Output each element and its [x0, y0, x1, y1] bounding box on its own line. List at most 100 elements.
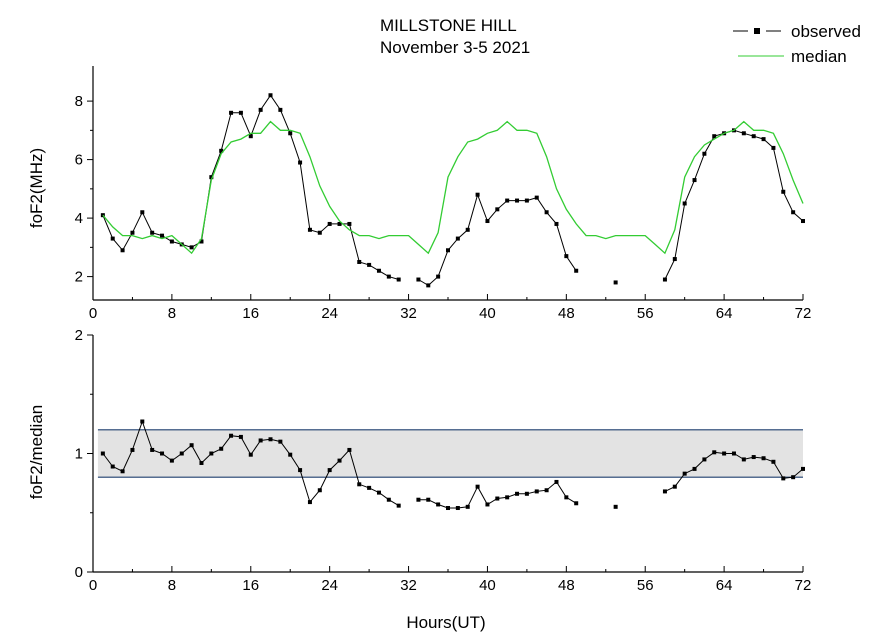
top-observed-point [199, 239, 204, 244]
top-observed-point [386, 274, 391, 279]
bottom-ratio-point [189, 443, 194, 448]
bottom-ratio-point [307, 500, 312, 505]
bottom-ratio-point [140, 419, 145, 424]
bottom-ratio-point [416, 497, 421, 502]
bottom-ratio-point [771, 459, 776, 464]
top-observed-point [465, 227, 470, 232]
top-observed-point [475, 192, 480, 197]
top-observed-point [160, 233, 165, 238]
top-observed-point [169, 239, 174, 244]
bottom-ratio-point [248, 452, 253, 457]
bottom-ratio-point [386, 497, 391, 502]
bottom-ratio-point [475, 484, 480, 489]
x-axis-title: Hours(UT) [406, 613, 485, 632]
top-observed-point [564, 254, 569, 259]
bottom-ratio-point [455, 506, 460, 511]
top-observed-point [327, 221, 332, 226]
bottom-ratio-point [347, 447, 352, 452]
bottom-ratio-point [219, 446, 224, 451]
top-x-tick-label: 72 [795, 305, 812, 322]
top-observed-point [574, 268, 579, 273]
top-median-line [102, 120, 804, 255]
top-observed-point [130, 230, 135, 235]
top-observed-point [426, 283, 431, 288]
top-observed-point [278, 107, 283, 112]
top-observed-point [317, 230, 322, 235]
top-x-tick-label: 8 [168, 305, 176, 322]
top-x-tick-label: 16 [242, 305, 259, 322]
top-y-axis-title: foF2(MHz) [27, 148, 46, 228]
top-x-tick-label: 64 [716, 305, 733, 322]
top-observed-point [238, 110, 243, 115]
bottom-ratio-point [130, 447, 135, 452]
bottom-ratio-point [781, 476, 786, 481]
top-observed-point [791, 210, 796, 215]
bottom-ratio-point [426, 497, 431, 502]
top-observed-point [258, 107, 263, 112]
top-observed-point [140, 210, 145, 215]
top-observed-point [712, 134, 717, 139]
top-observed-point [110, 236, 115, 241]
bottom-ratio-point [298, 468, 303, 473]
bottom-ratio-point [662, 489, 667, 494]
legend: observed median [733, 22, 861, 66]
top-observed-point [376, 268, 381, 273]
bottom-x-tick-label: 48 [558, 577, 575, 594]
top-y-tick-label: 4 [75, 210, 83, 227]
top-observed-point [209, 175, 214, 180]
bottom-ratio-point [238, 434, 243, 439]
top-observed-line [102, 94, 399, 280]
bottom-ratio-point [761, 456, 766, 461]
bottom-ratio-point [160, 451, 165, 456]
top-x-tick-label: 48 [558, 305, 575, 322]
bottom-ratio-point [288, 452, 293, 457]
bottom-ratio-point [741, 457, 746, 462]
bottom-y-tick-label: 1 [75, 446, 83, 463]
bottom-ratio-point [446, 506, 450, 511]
top-x-tick-label: 24 [321, 305, 338, 322]
bottom-ratio-point [317, 488, 322, 493]
bottom-ratio-point [505, 495, 510, 500]
bottom-ratio-point [357, 482, 362, 487]
top-observed-point [534, 195, 539, 200]
bottom-ratio-point [544, 488, 549, 493]
bottom-ratio-point [396, 503, 401, 508]
top-observed-point [751, 134, 756, 139]
top-observed-point [416, 277, 421, 282]
top-observed-point [801, 219, 805, 224]
bottom-ratio-point [751, 455, 756, 460]
bottom-ratio-point [278, 439, 283, 444]
top-observed-point [505, 198, 510, 203]
legend-observed-label: observed [791, 22, 861, 41]
bottom-ratio-point [337, 458, 342, 463]
bottom-ratio-point [564, 495, 569, 500]
chart-title-line2: November 3-5 2021 [380, 38, 530, 57]
top-observed-point [771, 145, 776, 150]
top-observed-point [307, 227, 312, 232]
bottom-ratio-point [120, 469, 125, 474]
bottom-x-tick-label: 32 [400, 577, 417, 594]
top-x-tick-label: 40 [479, 305, 496, 322]
top-observed-point [268, 93, 273, 98]
bottom-ratio-point [515, 491, 520, 496]
bottom-ratio-point [376, 490, 381, 495]
bottom-ratio-point [465, 504, 470, 509]
top-observed-point [446, 248, 450, 253]
bottom-ratio-point [524, 491, 529, 496]
chart-title-line1: MILLSTONE HILL [380, 16, 517, 35]
top-observed-point [248, 134, 253, 139]
bottom-ratio-point [258, 438, 263, 443]
bottom-ratio-point [702, 457, 707, 462]
bottom-ratio-point [485, 502, 490, 507]
bottom-ratio-point [150, 447, 155, 452]
bottom-ratio-point [495, 496, 500, 501]
top-observed-point [682, 201, 687, 206]
bottom-ratio-point [791, 475, 796, 480]
top-observed-point [495, 207, 500, 212]
bottom-ratio-point [613, 504, 618, 509]
top-observed-point [189, 245, 194, 250]
top-observed-point [554, 221, 559, 226]
bottom-x-tick-label: 16 [242, 577, 259, 594]
